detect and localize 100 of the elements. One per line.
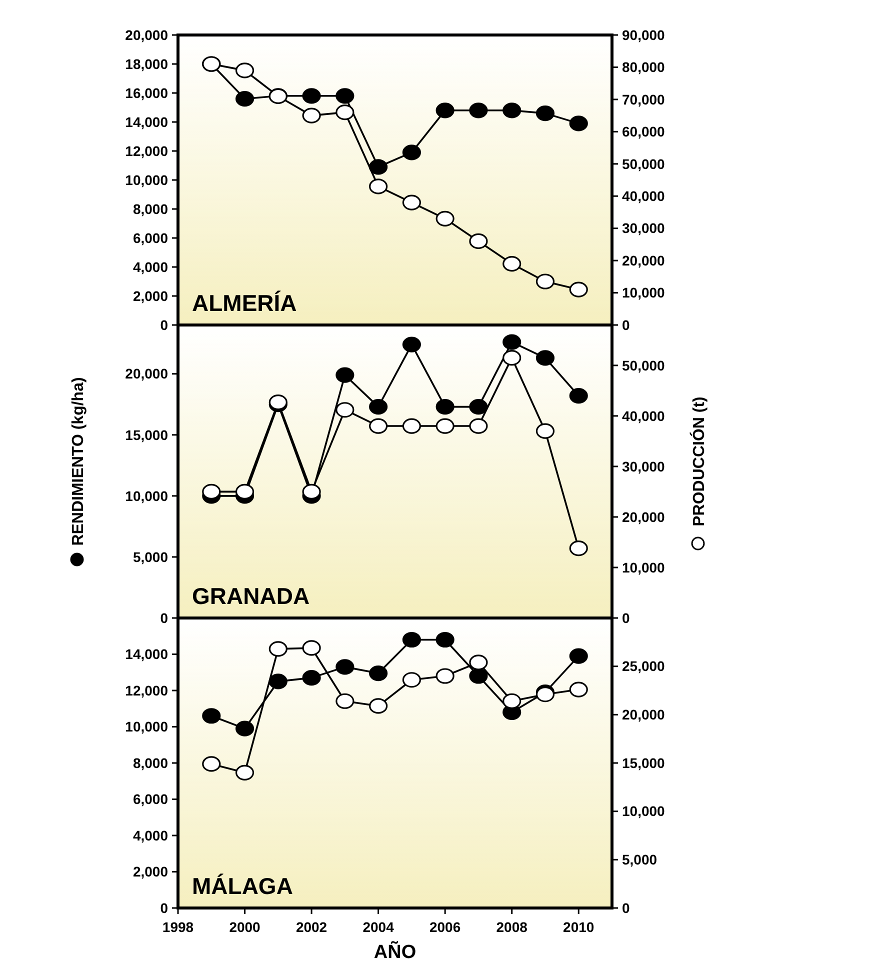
point <box>536 106 555 122</box>
y-tick-label: 2,000 <box>132 288 168 304</box>
point <box>436 398 454 415</box>
y-tick-label: 6,000 <box>132 791 168 808</box>
y2-tick-label: 70,000 <box>622 91 666 108</box>
x-tick-label: 2006 <box>430 919 461 935</box>
y-tick-label: 0 <box>160 610 168 626</box>
point <box>536 350 555 366</box>
point <box>369 178 388 194</box>
point <box>302 640 321 656</box>
point <box>202 756 221 772</box>
y-tick-label: 0 <box>160 900 168 916</box>
x-tick-label: 2000 <box>229 919 261 935</box>
point <box>268 674 288 690</box>
point <box>436 102 454 118</box>
y2-tick-label: 60,000 <box>622 124 666 140</box>
point <box>336 88 354 104</box>
y2-tick-label: 20,000 <box>622 706 666 723</box>
point <box>268 641 288 657</box>
x-tick-label: 2008 <box>496 919 528 935</box>
text: MÁLAGA <box>192 873 293 899</box>
point <box>369 398 388 415</box>
point <box>402 144 421 160</box>
point <box>469 233 488 250</box>
point <box>402 336 421 352</box>
point <box>502 693 522 709</box>
point <box>569 540 588 556</box>
y-tick-label: 10,000 <box>125 718 168 735</box>
point <box>369 665 388 682</box>
text: ALMERÍA <box>192 290 297 316</box>
y2-tick-label: 40,000 <box>622 408 666 424</box>
point <box>235 62 254 78</box>
point <box>536 274 555 290</box>
y-tick-label: 0 <box>160 316 168 333</box>
y2-tick-label: 50,000 <box>622 357 666 374</box>
point <box>235 764 254 780</box>
point <box>502 350 522 366</box>
x-tick-label: 1998 <box>162 919 194 935</box>
point <box>436 632 454 648</box>
point <box>302 670 321 686</box>
y2-tick-label: 10,000 <box>622 559 666 576</box>
y2-tick-label: 30,000 <box>622 220 666 236</box>
y2-tick-label: 0 <box>622 610 630 626</box>
y-tick-label: 4,000 <box>132 827 168 844</box>
y2-tick-label: 0 <box>622 316 630 333</box>
y-tick-label: 18,000 <box>125 56 168 72</box>
y-tick-label: 6,000 <box>132 230 168 246</box>
point <box>469 102 488 118</box>
point <box>536 423 555 439</box>
x-axis-title: AÑO <box>374 941 416 963</box>
point <box>436 210 454 226</box>
y2-tick-label: 0 <box>622 900 630 916</box>
point <box>302 108 321 124</box>
point <box>469 418 488 434</box>
y2-axis-title: PRODUCCIÓN (t) <box>689 396 708 526</box>
point <box>569 282 588 298</box>
y-tick-label: 12,000 <box>125 682 168 698</box>
point <box>402 194 421 210</box>
y2-tick-label: 20,000 <box>622 508 666 525</box>
point <box>469 668 488 684</box>
y2-tick-label: 30,000 <box>622 458 666 474</box>
point <box>336 659 354 675</box>
point <box>569 116 588 132</box>
point <box>369 698 388 714</box>
x-tick-label: 2004 <box>362 919 394 935</box>
y2-tick-label: 50,000 <box>622 156 666 172</box>
y-tick-label: 8,000 <box>132 200 168 217</box>
point <box>369 159 388 175</box>
y2-tick-label: 90,000 <box>622 26 666 43</box>
y2-tick-label: 5,000 <box>622 852 658 868</box>
y-tick-label: 15,000 <box>125 426 168 443</box>
point <box>202 708 221 724</box>
point <box>502 256 522 272</box>
y-tick-label: 10,000 <box>125 172 168 188</box>
point <box>336 104 354 120</box>
y-tick-label: 14,000 <box>125 114 168 130</box>
y2-tick-label: 25,000 <box>622 658 666 674</box>
y2-tick-label: 20,000 <box>622 252 666 268</box>
point <box>235 484 254 500</box>
y2-tick-label: 15,000 <box>622 754 666 771</box>
y2-tick-label: 80,000 <box>622 59 666 76</box>
y2-tick-label: 40,000 <box>622 188 666 204</box>
point <box>502 334 522 350</box>
x-tick-label: 2002 <box>296 919 328 935</box>
point <box>235 91 254 107</box>
y2-tick-label: 10,000 <box>622 803 666 820</box>
y-tick-label: 2,000 <box>132 864 168 880</box>
y-tick-label: 8,000 <box>132 754 168 771</box>
y-tick-label: 20,000 <box>125 366 168 382</box>
point <box>502 102 522 118</box>
point <box>336 402 354 418</box>
point <box>436 418 454 434</box>
point <box>569 388 588 404</box>
point <box>469 398 488 415</box>
point <box>436 668 454 684</box>
point <box>202 484 221 500</box>
point <box>302 484 321 500</box>
y-axis-title: RENDIMIENTO (kg/ha) <box>70 377 87 546</box>
point <box>402 418 421 434</box>
y-tick-label: 10,000 <box>125 488 168 504</box>
